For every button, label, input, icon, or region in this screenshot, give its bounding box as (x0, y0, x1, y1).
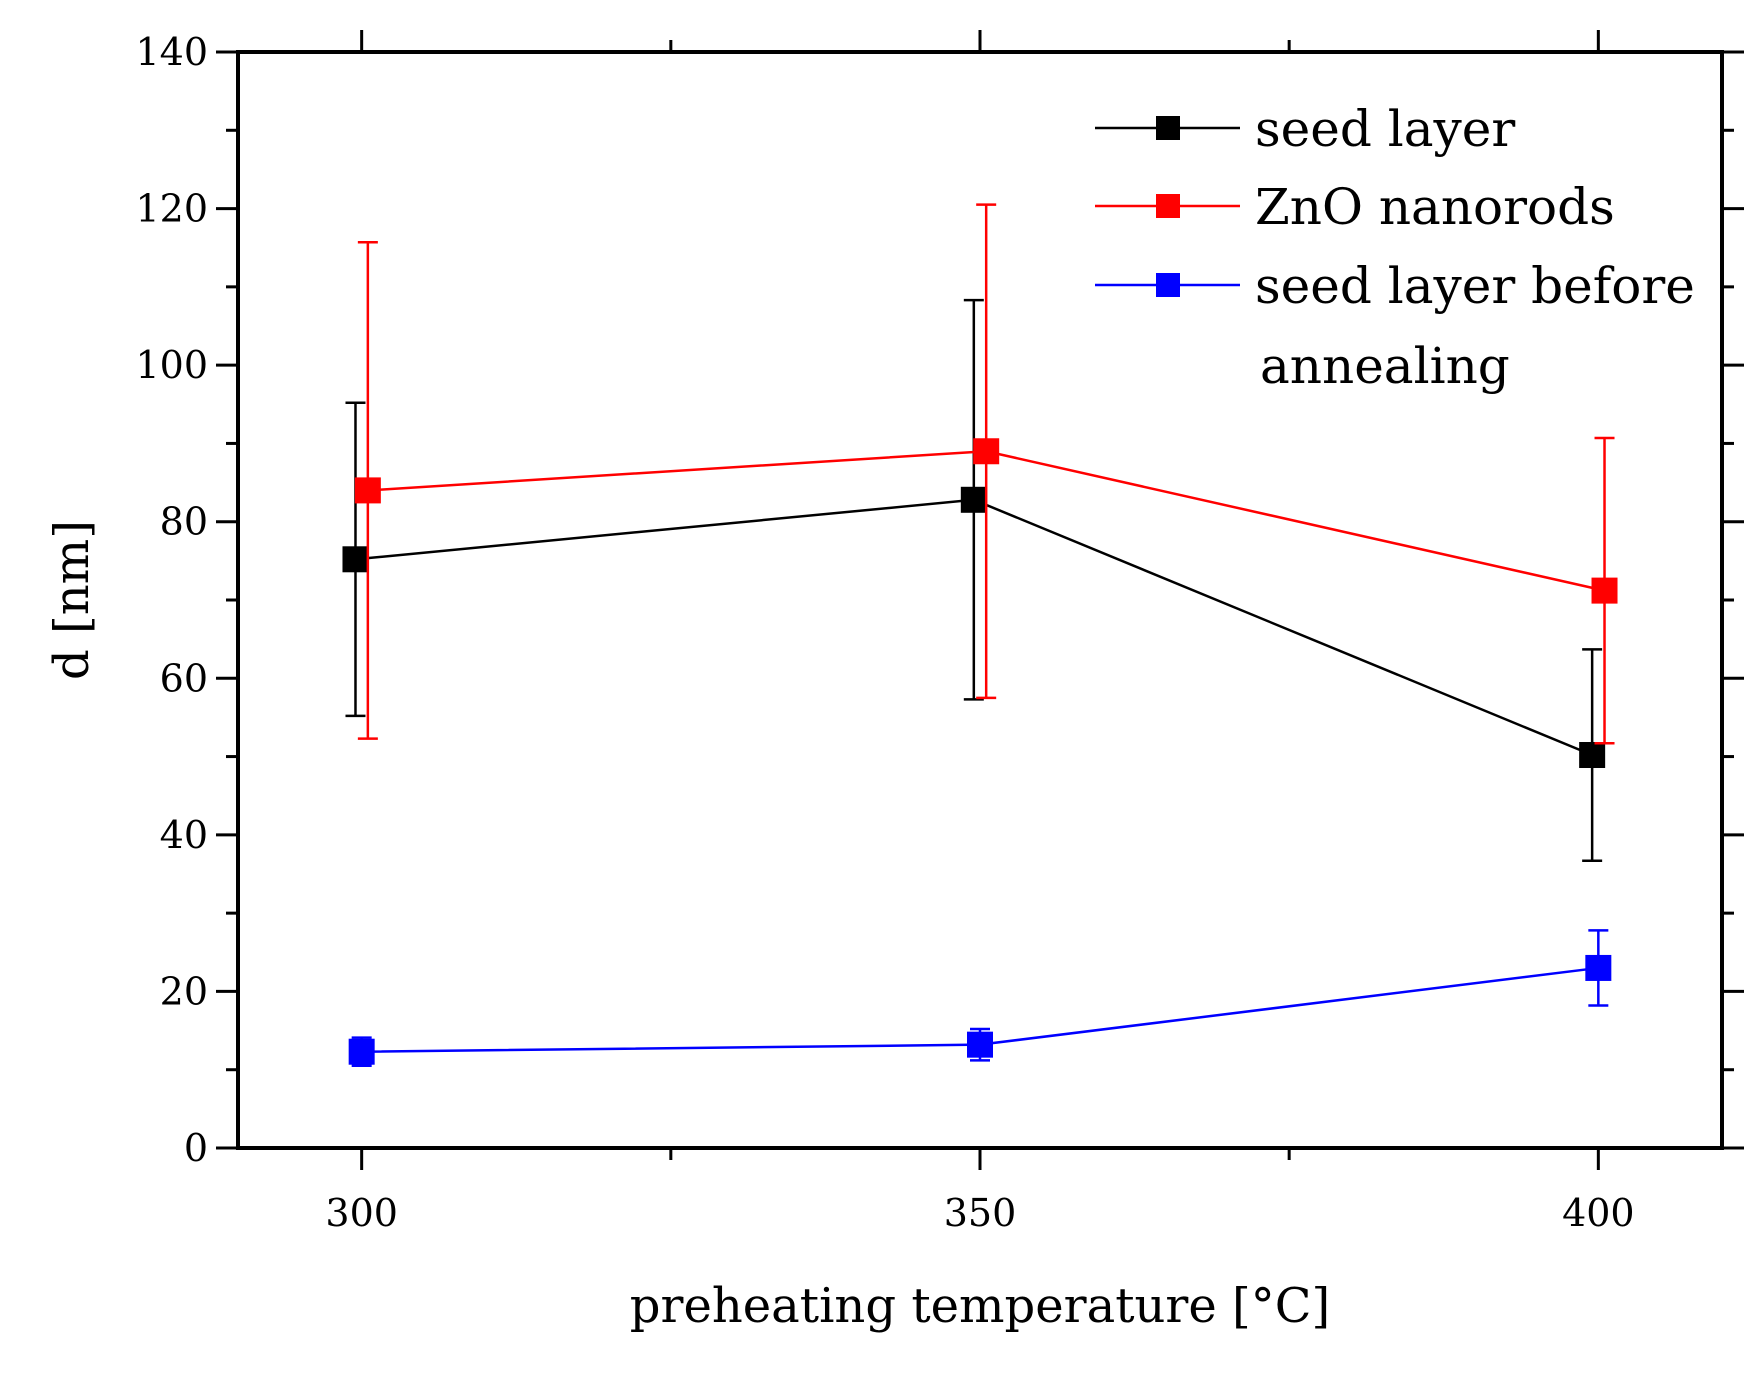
legend-item-seed-layer: seed layer (1095, 100, 1515, 158)
axis-layer: 0 20 40 60 80 100 120 140 300 350 400 (135, 30, 1744, 1235)
legend-item-zno-nanorods: ZnO nanorods (1095, 178, 1615, 236)
y-tick-label: 0 (184, 1126, 208, 1170)
legend-marker-seed-layer (1156, 116, 1180, 140)
series-1 (354, 203, 1618, 745)
data-point (973, 438, 1000, 465)
legend-marker-seed-layer-before-annealing (1156, 273, 1180, 297)
data-point (348, 1038, 375, 1065)
legend-marker-zno-nanorods (1156, 194, 1180, 218)
legend-label-zno-nanorods: ZnO nanorods (1255, 178, 1615, 236)
legend-label-seed-layer: seed layer (1255, 100, 1515, 158)
y-tick-label: 100 (135, 343, 208, 387)
x-axis-title: preheating temperature [°C] (630, 1278, 1330, 1334)
y-tick-label: 20 (160, 969, 208, 1013)
y-tick-label: 140 (135, 30, 208, 74)
legend-label-seed-layer-before-annealing-line1: seed layer before (1255, 257, 1695, 315)
legend-label-seed-layer-before-annealing-line2: annealing (1260, 337, 1510, 395)
data-point (354, 477, 381, 504)
x-tick-label: 300 (325, 1191, 398, 1235)
data-point (1579, 742, 1606, 769)
series-layer (342, 203, 1618, 1068)
data-point (967, 1031, 993, 1058)
legend-item-seed-layer-before-annealing: seed layer before annealing (1095, 257, 1695, 395)
data-point (342, 546, 369, 573)
data-point (1585, 954, 1612, 981)
x-tick-label: 350 (944, 1191, 1017, 1235)
y-tick-label: 80 (160, 500, 208, 544)
data-point (960, 486, 987, 513)
y-tick-label: 60 (160, 656, 208, 700)
x-tick-label: 400 (1562, 1191, 1635, 1235)
series-2 (348, 929, 1612, 1068)
y-axis-title: d [nm] (44, 520, 100, 680)
series-0 (342, 298, 1606, 862)
legend: seed layer ZnO nanorods seed layer befor… (1095, 100, 1695, 395)
y-tick-label: 120 (135, 187, 208, 231)
y-tick-label: 40 (160, 813, 208, 857)
data-point (1591, 577, 1618, 604)
